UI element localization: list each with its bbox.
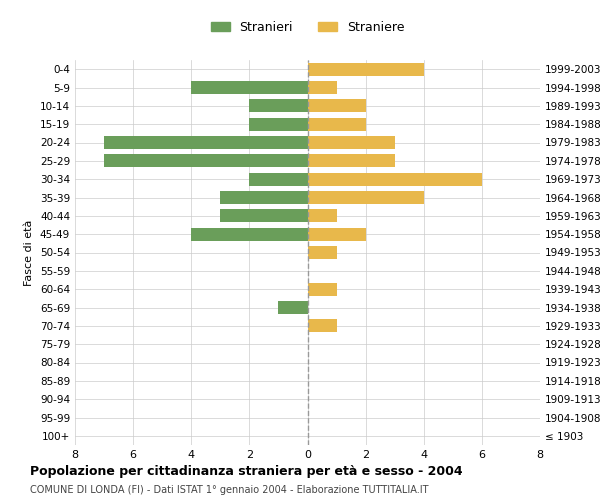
Bar xyxy=(308,136,395,149)
Bar xyxy=(220,191,308,204)
Bar xyxy=(250,100,308,112)
Bar xyxy=(308,191,424,204)
Bar xyxy=(308,210,337,222)
Bar xyxy=(250,173,308,186)
Bar xyxy=(308,173,482,186)
Bar xyxy=(104,154,308,167)
Bar xyxy=(308,320,337,332)
Bar xyxy=(250,118,308,130)
Text: COMUNE DI LONDA (FI) - Dati ISTAT 1° gennaio 2004 - Elaborazione TUTTITALIA.IT: COMUNE DI LONDA (FI) - Dati ISTAT 1° gen… xyxy=(30,485,428,495)
Bar xyxy=(191,81,308,94)
Bar xyxy=(104,136,308,149)
Bar xyxy=(308,81,337,94)
Y-axis label: Fasce di età: Fasce di età xyxy=(25,220,34,286)
Legend: Stranieri, Straniere: Stranieri, Straniere xyxy=(206,16,409,39)
Bar xyxy=(191,228,308,240)
Text: Popolazione per cittadinanza straniera per età e sesso - 2004: Popolazione per cittadinanza straniera p… xyxy=(30,465,463,478)
Bar xyxy=(308,283,337,296)
Bar xyxy=(308,154,395,167)
Bar xyxy=(308,246,337,259)
Bar xyxy=(220,210,308,222)
Bar xyxy=(308,63,424,76)
Bar xyxy=(278,301,308,314)
Bar xyxy=(308,118,365,130)
Bar xyxy=(308,100,365,112)
Bar xyxy=(308,228,365,240)
